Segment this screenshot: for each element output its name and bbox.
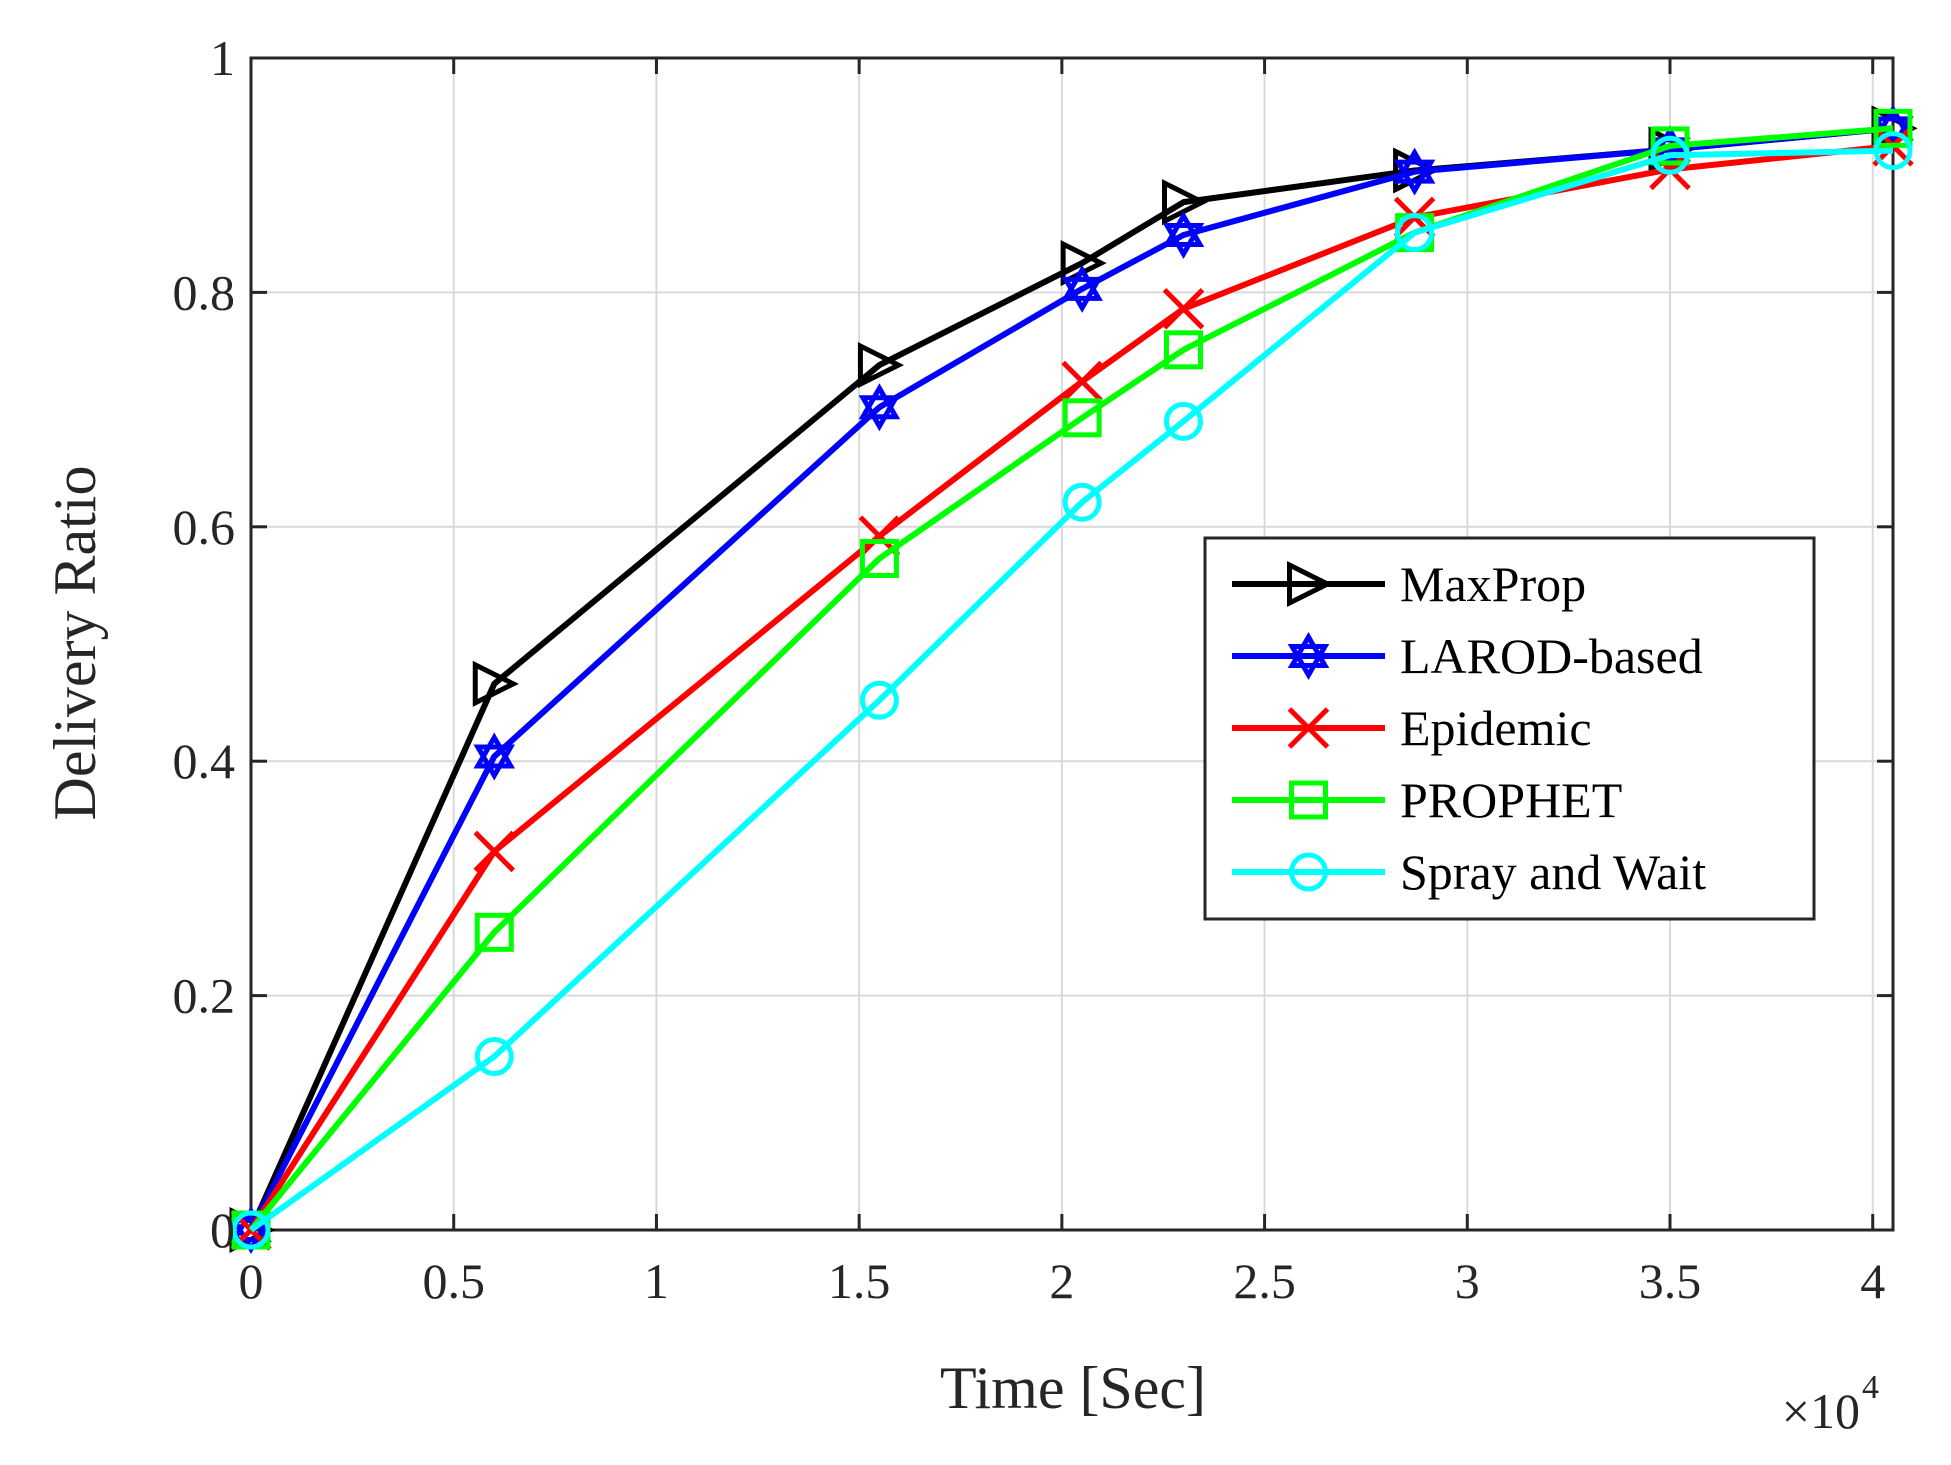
data-point-larod-based-b <box>858 395 901 432</box>
data-point-prophet <box>1163 330 1203 370</box>
series-line-larod-based <box>248 125 1894 1232</box>
legend-label-spray-and-wait: Spray and Wait <box>1400 844 1706 900</box>
tick-labels: 0 0.5 1 1.5 2 2.5 3 3.5 4 0 0.2 0.4 0.6 0.8 1 <box>173 30 1886 1309</box>
series-line-epidemic <box>248 142 1894 1232</box>
data-point-epidemic <box>473 830 516 873</box>
y-tick-label: 0.8 <box>173 264 236 320</box>
data-point-spray-and-wait <box>231 1210 271 1250</box>
legend-marker-larod-based-b <box>1287 644 1330 681</box>
legend-marker-larod-based-a <box>1287 631 1330 668</box>
data-point-maxprop <box>472 660 519 707</box>
x-tick-label: 4 <box>1860 1253 1885 1309</box>
series-group <box>229 104 1918 1255</box>
data-point-larod-based <box>858 383 901 432</box>
data-point-spray-and-wait <box>474 1037 514 1077</box>
data-point-larod-based-a <box>1061 264 1103 301</box>
data-point-larod-based-a <box>473 732 516 769</box>
data-point-spray-and-wait <box>1650 135 1690 175</box>
series-spray-and-wait <box>231 131 1913 1250</box>
series-line-prophet <box>248 125 1894 1232</box>
x-multiplier: ×10 4 <box>1782 1369 1879 1439</box>
data-point-larod-based-a <box>1393 147 1436 184</box>
data-point-larod-based-b <box>1162 222 1205 259</box>
legend-marker-epidemic <box>1287 707 1330 749</box>
legend-entry-prophet: PROPHET <box>1232 772 1622 828</box>
x-axis-title: Time [Sec] <box>940 1355 1206 1421</box>
x-tick-label: 2 <box>1049 1253 1074 1309</box>
data-point-spray-and-wait <box>1163 401 1203 441</box>
y-tick-label: 0 <box>210 1202 235 1258</box>
legend-marker-spray-and-wait <box>1289 852 1328 892</box>
x-multiplier-exponent: 4 <box>1862 1369 1879 1406</box>
data-point-epidemic <box>1061 360 1103 403</box>
legend-entry-spray-and-wait: Spray and Wait <box>1232 844 1706 900</box>
legend-marker-larod-based <box>1287 631 1330 681</box>
data-point-prophet <box>1062 398 1102 438</box>
data-point-larod-based-b <box>1393 159 1436 196</box>
data-point-epidemic <box>1162 288 1205 330</box>
data-point-maxprop <box>857 342 905 389</box>
data-point-larod-based <box>1061 264 1103 313</box>
data-point-prophet <box>1873 108 1913 148</box>
y-tick-label: 0.6 <box>173 499 236 555</box>
legend-label-prophet: PROPHET <box>1400 772 1622 828</box>
data-point-larod-based <box>1162 210 1205 259</box>
y-axis-title: Delivery Ratio <box>42 466 108 821</box>
y-tick-label: 1 <box>210 30 235 86</box>
data-point-larod-based-a <box>1162 210 1205 247</box>
legend-entry-epidemic: Epidemic <box>1232 700 1592 756</box>
legend-entry-maxprop: MaxProp <box>1232 556 1586 612</box>
data-point-larod-based-a <box>858 383 901 420</box>
legend-label-epidemic: Epidemic <box>1400 700 1592 756</box>
data-point-larod-based <box>1393 147 1436 196</box>
series-line-spray-and-wait <box>249 147 1894 1233</box>
data-point-larod-based-a <box>1872 104 1914 141</box>
legend: MaxProp LAROD-based Epidemic PROPHET Spray a… <box>1203 536 1816 921</box>
data-point-larod-based <box>473 732 516 781</box>
legend-marker-maxprop <box>1287 560 1334 608</box>
x-tick-label: 3.5 <box>1639 1253 1702 1309</box>
data-point-larod-based-b <box>473 744 516 781</box>
legend-label-maxprop: MaxProp <box>1400 556 1586 612</box>
data-point-prophet <box>474 912 514 952</box>
data-point-prophet <box>859 538 899 578</box>
y-tick-label: 0.4 <box>173 733 236 789</box>
data-point-larod-based-b <box>1061 276 1103 313</box>
plot-frame <box>249 56 1895 1232</box>
data-point-spray-and-wait <box>1395 213 1435 253</box>
x-multiplier-base: ×10 <box>1782 1383 1860 1439</box>
legend-entry-larod-based: LAROD-based <box>1232 628 1703 684</box>
x-tick-label: 0 <box>239 1253 264 1309</box>
x-tick-label: 1 <box>644 1253 669 1309</box>
data-point-spray-and-wait <box>1062 482 1102 522</box>
data-point-spray-and-wait <box>1873 131 1913 171</box>
x-tick-label: 1.5 <box>828 1253 891 1309</box>
axes <box>249 56 1895 1232</box>
data-point-spray-and-wait <box>859 680 899 720</box>
x-tick-label: 0.5 <box>422 1253 485 1309</box>
legend-marker-prophet <box>1289 780 1328 820</box>
legend-label-larod-based: LAROD-based <box>1400 628 1703 684</box>
x-tick-label: 2.5 <box>1233 1253 1296 1309</box>
y-tick-label: 0.2 <box>173 968 236 1024</box>
x-tick-label: 3 <box>1455 1253 1480 1309</box>
